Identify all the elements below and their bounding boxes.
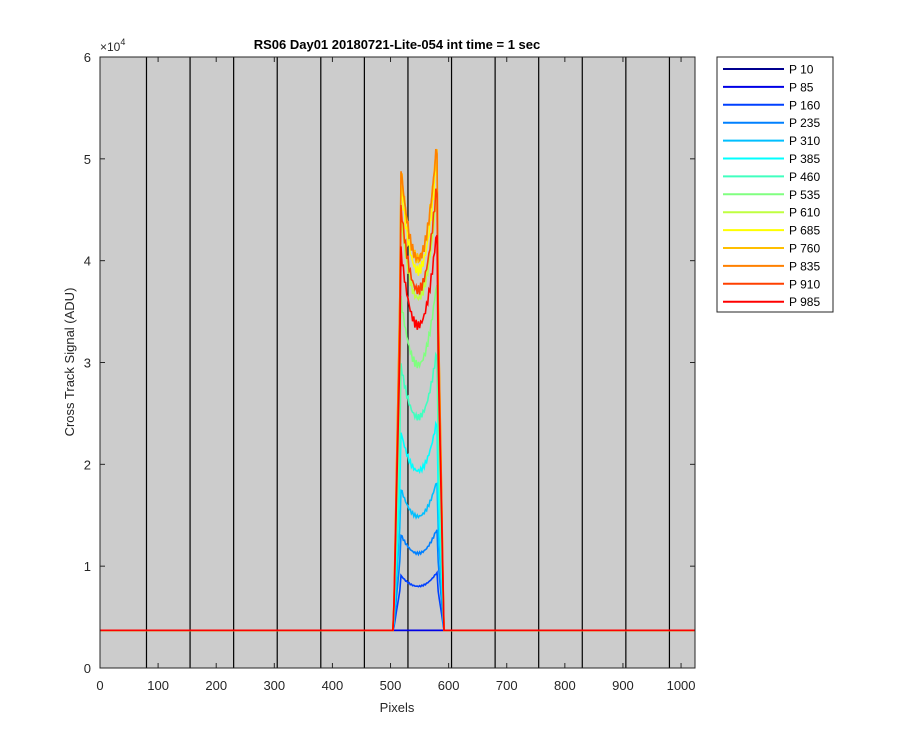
legend-label: P 835 bbox=[789, 259, 820, 273]
y-exponent-label: ×104 bbox=[100, 37, 125, 54]
legend-label: P 460 bbox=[789, 170, 820, 184]
legend: P 10 P 85 P 160 P 235 P 310 P 385 P 460 P 535 P … bbox=[716, 56, 834, 313]
y-axis-label: Cross Track Signal (ADU) bbox=[62, 288, 77, 437]
legend-label: P 985 bbox=[789, 295, 820, 309]
y-tick-label: 1 bbox=[84, 559, 91, 574]
y-tick-label: 4 bbox=[84, 254, 91, 269]
x-axis: 0 100 200 300 400 500 600 700 800 900 1000 bbox=[96, 57, 696, 693]
x-axis-label: Pixels bbox=[380, 700, 415, 715]
series-layer bbox=[100, 148, 695, 632]
legend-label: P 685 bbox=[789, 224, 820, 238]
chart-title: RS06 Day01 20180721-Lite-054 int time = … bbox=[254, 37, 541, 52]
legend-label: P 85 bbox=[789, 80, 814, 94]
y-tick-label: 0 bbox=[84, 661, 91, 676]
legend-label: P 235 bbox=[789, 116, 820, 130]
legend-label: P 535 bbox=[789, 188, 820, 202]
vertical-marker-lines bbox=[145, 57, 671, 668]
legend-label: P 310 bbox=[789, 134, 820, 148]
x-tick-label: 1000 bbox=[667, 678, 696, 693]
y-tick-label: 3 bbox=[84, 356, 91, 371]
legend-label: P 385 bbox=[789, 152, 820, 166]
y-tick-label: 6 bbox=[84, 50, 91, 65]
series-line-p985 bbox=[100, 234, 695, 632]
y-axis: 0 1 2 3 4 5 6 bbox=[84, 50, 695, 676]
x-tick-label: 300 bbox=[263, 678, 285, 693]
legend-label: P 160 bbox=[789, 98, 820, 112]
legend-label: P 610 bbox=[789, 206, 820, 220]
legend-label: P 10 bbox=[789, 63, 814, 77]
x-tick-label: 0 bbox=[96, 678, 103, 693]
y-tick-label: 5 bbox=[84, 152, 91, 167]
legend-label: P 910 bbox=[789, 277, 820, 291]
x-tick-label: 500 bbox=[380, 678, 402, 693]
y-tick-label: 2 bbox=[84, 457, 91, 472]
x-tick-label: 400 bbox=[322, 678, 344, 693]
x-tick-label: 900 bbox=[612, 678, 634, 693]
x-tick-label: 800 bbox=[554, 678, 576, 693]
x-tick-label: 100 bbox=[147, 678, 169, 693]
x-tick-label: 600 bbox=[438, 678, 460, 693]
legend-label: P 760 bbox=[789, 242, 820, 256]
legend-box bbox=[716, 56, 834, 313]
x-tick-label: 200 bbox=[205, 678, 227, 693]
x-tick-label: 700 bbox=[496, 678, 518, 693]
